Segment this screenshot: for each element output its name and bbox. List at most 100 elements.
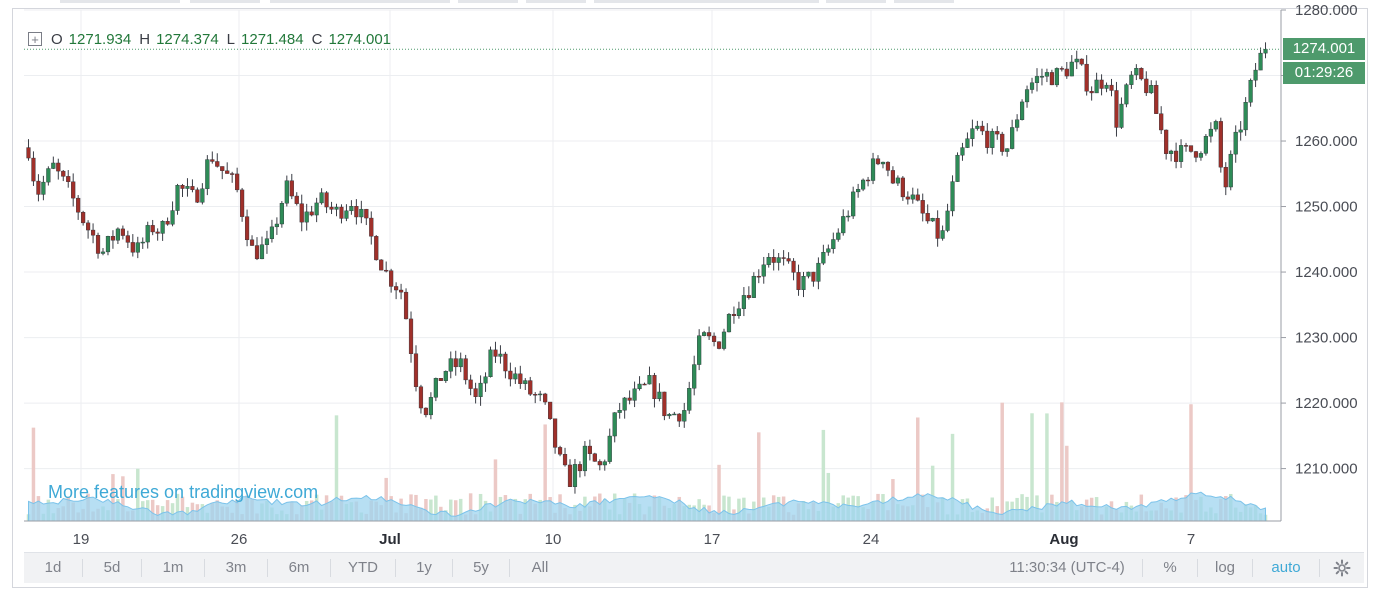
candle	[56, 158, 61, 180]
candle-body	[498, 353, 503, 357]
log-scale-toggle[interactable]: log	[1214, 559, 1236, 576]
candle-body	[423, 407, 429, 416]
candle	[220, 166, 225, 180]
candle	[796, 264, 801, 296]
candle-body	[438, 378, 443, 381]
candle-body	[81, 212, 86, 224]
candle-body	[1089, 90, 1094, 94]
add-indicator-icon[interactable]: +	[28, 32, 42, 46]
candle-body	[667, 414, 672, 417]
candle	[637, 376, 642, 391]
candle-body	[453, 358, 458, 368]
timeframe-6m-button[interactable]: 6m	[288, 559, 310, 576]
candle-body	[1069, 61, 1074, 77]
y-tick-label: 1240.000	[1295, 264, 1358, 281]
candle	[1164, 129, 1169, 160]
candle	[687, 381, 692, 414]
candle	[205, 155, 210, 196]
candle	[195, 187, 200, 204]
candle	[1104, 82, 1109, 93]
candle-body	[1203, 136, 1208, 154]
candle	[339, 204, 344, 224]
candle-body	[448, 358, 453, 372]
candle	[254, 237, 260, 261]
candle-body	[791, 260, 796, 273]
candle	[950, 175, 955, 217]
candle-body	[1059, 68, 1064, 70]
candle-body	[672, 413, 677, 416]
candle-body	[533, 394, 538, 396]
auto-scale-toggle[interactable]: auto	[1271, 559, 1301, 576]
candle	[1064, 61, 1069, 79]
candle	[284, 175, 289, 207]
candle	[349, 200, 354, 215]
candle-body	[230, 173, 235, 175]
timezone-clock[interactable]: 11:30:34 (UTC-4)	[1009, 559, 1125, 576]
candle	[776, 252, 781, 271]
candle-body	[458, 358, 463, 368]
candle-body	[443, 371, 448, 381]
candle-body	[557, 447, 563, 455]
candle	[225, 162, 230, 174]
candle-body	[851, 191, 856, 217]
settings-gear-icon[interactable]	[1320, 553, 1364, 583]
candle-body	[821, 252, 826, 264]
candle	[612, 412, 617, 443]
timeframe-ytd-button[interactable]: YTD	[348, 559, 378, 576]
timeframe-all-button[interactable]: All	[531, 559, 549, 576]
candle-body	[597, 461, 602, 466]
candle	[1039, 68, 1045, 86]
candle	[1139, 67, 1144, 81]
candle	[428, 392, 433, 420]
timeframe-3m-button[interactable]: 3m	[225, 559, 247, 576]
candle	[344, 204, 349, 222]
timeframe-1d-button[interactable]: 1d	[44, 559, 62, 576]
candle	[736, 301, 741, 319]
candle-body	[662, 391, 667, 417]
candle	[880, 161, 886, 169]
timeframe-1y-button[interactable]: 1y	[416, 559, 432, 576]
candle	[910, 187, 915, 204]
candle	[781, 250, 786, 266]
candle	[940, 225, 945, 241]
timeframe-5d-button[interactable]: 5d	[103, 559, 121, 576]
candle	[1024, 85, 1030, 108]
candle-body	[592, 453, 597, 462]
candle-body	[185, 186, 190, 189]
candle	[562, 447, 568, 467]
candle	[1178, 139, 1184, 168]
candle	[801, 271, 806, 298]
candle	[105, 235, 111, 256]
candle	[538, 390, 543, 402]
candle-body	[36, 180, 41, 195]
candle	[985, 123, 990, 154]
candle-body	[125, 235, 130, 243]
candle	[498, 345, 503, 364]
candle	[756, 269, 761, 284]
candle-body	[607, 435, 612, 462]
candle-body	[1010, 127, 1015, 149]
candle-body	[71, 181, 76, 199]
candle-body	[1024, 89, 1030, 103]
candle	[155, 228, 160, 241]
candle-body	[354, 206, 359, 218]
tradingview-watermark-link[interactable]: More features on tradingview.com	[48, 482, 319, 502]
timeframe-1m-button[interactable]: 1m	[162, 559, 184, 576]
percent-scale-toggle[interactable]: %	[1163, 559, 1177, 576]
candle-body	[493, 349, 498, 357]
candle-body	[707, 332, 712, 337]
volume-bar	[384, 477, 388, 521]
candle	[528, 376, 533, 396]
candle	[1074, 50, 1079, 70]
candle	[244, 209, 250, 247]
timeframe-5y-button[interactable]: 5y	[473, 559, 489, 576]
candle	[51, 156, 56, 170]
candle	[697, 329, 702, 371]
candle-body	[140, 241, 145, 244]
candle	[642, 382, 647, 386]
candle-body	[1169, 150, 1174, 154]
candle	[1129, 71, 1134, 89]
candle-body	[652, 375, 657, 400]
candle	[1144, 71, 1149, 96]
